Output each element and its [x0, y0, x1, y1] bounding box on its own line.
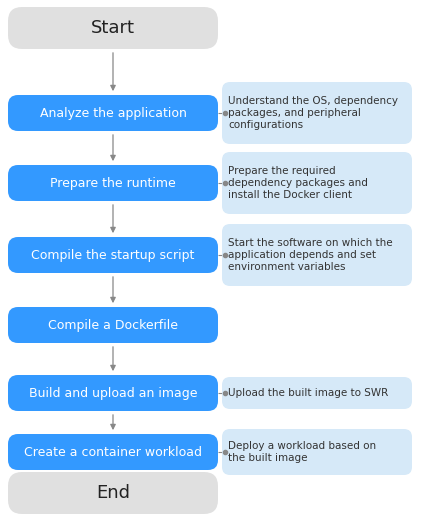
- FancyBboxPatch shape: [222, 82, 412, 144]
- FancyBboxPatch shape: [8, 375, 218, 411]
- Text: Upload the built image to SWR: Upload the built image to SWR: [228, 388, 388, 398]
- Text: Compile the startup script: Compile the startup script: [31, 249, 195, 262]
- FancyBboxPatch shape: [8, 95, 218, 131]
- Text: Start: Start: [91, 19, 135, 37]
- Text: Create a container workload: Create a container workload: [24, 445, 202, 458]
- Text: End: End: [96, 484, 130, 502]
- FancyBboxPatch shape: [8, 165, 218, 201]
- FancyBboxPatch shape: [8, 307, 218, 343]
- Text: Deploy a workload based on
the built image: Deploy a workload based on the built ima…: [228, 441, 376, 463]
- FancyBboxPatch shape: [8, 472, 218, 514]
- Text: Start the software on which the
application depends and set
environment variable: Start the software on which the applicat…: [228, 238, 393, 272]
- Text: Analyze the application: Analyze the application: [40, 106, 187, 119]
- FancyBboxPatch shape: [222, 152, 412, 214]
- FancyBboxPatch shape: [8, 237, 218, 273]
- FancyBboxPatch shape: [222, 429, 412, 475]
- Text: Prepare the required
dependency packages and
install the Docker client: Prepare the required dependency packages…: [228, 166, 368, 201]
- Text: Compile a Dockerfile: Compile a Dockerfile: [48, 318, 178, 331]
- FancyBboxPatch shape: [222, 224, 412, 286]
- Text: Build and upload an image: Build and upload an image: [29, 387, 197, 400]
- FancyBboxPatch shape: [8, 7, 218, 49]
- Text: Understand the OS, dependency
packages, and peripheral
configurations: Understand the OS, dependency packages, …: [228, 95, 398, 130]
- Text: Prepare the runtime: Prepare the runtime: [50, 177, 176, 190]
- FancyBboxPatch shape: [222, 377, 412, 409]
- FancyBboxPatch shape: [8, 434, 218, 470]
